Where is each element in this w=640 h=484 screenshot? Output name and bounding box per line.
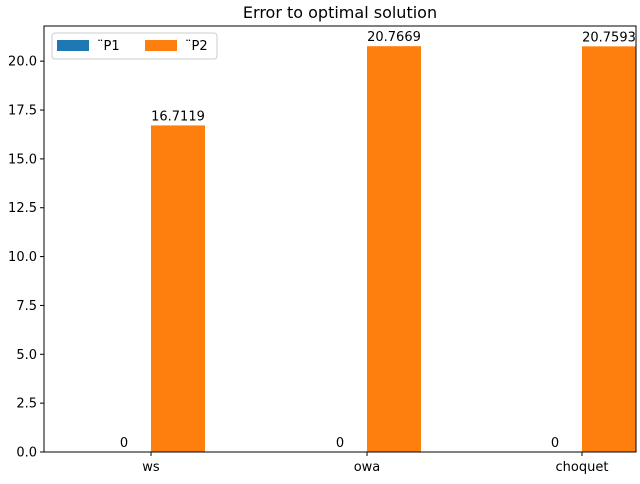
x-axis-ticks: ws owa choquet bbox=[142, 452, 608, 475]
y-tick-label: 15.0 bbox=[8, 152, 37, 167]
y-tick-label: 7.5 bbox=[16, 299, 37, 314]
data-label-ws-series1: 0 bbox=[120, 436, 128, 451]
data-label-ws-series2: 16.7119 bbox=[151, 109, 205, 124]
y-tick-label: 17.5 bbox=[8, 104, 37, 119]
plot-frame bbox=[43, 25, 637, 453]
bars-layer bbox=[151, 46, 636, 453]
data-label-choquet-series2: 20.7593 bbox=[582, 30, 636, 45]
y-tick-label: 2.5 bbox=[16, 397, 37, 412]
data-label-choquet-series1: 0 bbox=[551, 436, 559, 451]
y-axis-ticks: 0.0 2.5 5.0 7.5 10.0 12.5 15.0 17.5 20.0 bbox=[8, 55, 44, 461]
x-tick-label-choquet: choquet bbox=[556, 460, 609, 475]
legend-swatch-p1 bbox=[57, 40, 89, 51]
x-tick-label-ws: ws bbox=[142, 460, 160, 475]
bar-choquet-series2 bbox=[582, 46, 636, 453]
bar-ws-series2 bbox=[151, 125, 205, 452]
y-tick-label: 20.0 bbox=[8, 55, 37, 70]
y-tick-label: 5.0 bbox=[16, 348, 37, 363]
legend-swatch-p2 bbox=[145, 40, 177, 51]
y-tick-label: 12.5 bbox=[8, 201, 37, 216]
y-tick-label: 10.0 bbox=[8, 250, 37, 265]
x-tick-label-owa: owa bbox=[354, 460, 381, 475]
legend-label-p1: ¨P1 bbox=[97, 39, 120, 54]
legend-label-p2: ¨P2 bbox=[185, 39, 208, 54]
legend-box bbox=[51, 32, 218, 60]
data-label-owa-series2: 20.7669 bbox=[367, 30, 421, 45]
chart-title: Error to optimal solution bbox=[243, 3, 437, 22]
y-tick-label: 0.0 bbox=[16, 446, 37, 461]
axes-layer bbox=[43, 25, 637, 453]
legend: ¨P1 ¨P2 bbox=[51, 32, 218, 60]
data-labels-layer: 0 0 0 16.7119 20.7669 20.7593 bbox=[120, 30, 636, 451]
bar-owa-series2 bbox=[367, 46, 421, 452]
data-label-owa-series1: 0 bbox=[336, 436, 344, 451]
